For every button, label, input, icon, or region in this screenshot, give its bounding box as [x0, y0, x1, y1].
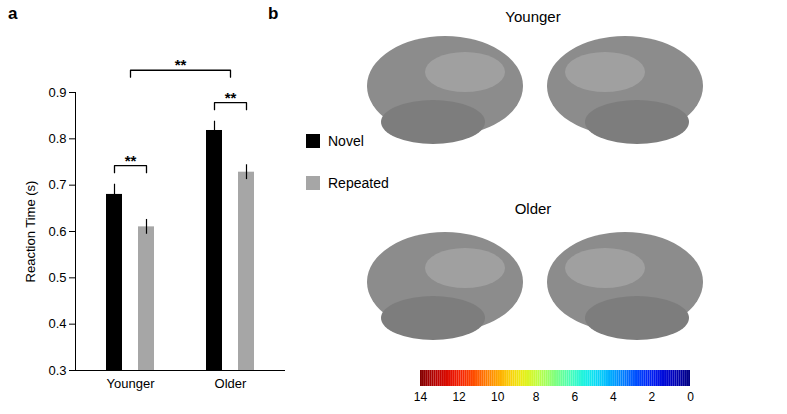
svg-text:0.6: 0.6: [48, 224, 66, 239]
svg-text:0.8: 0.8: [48, 131, 66, 146]
svg-text:Younger: Younger: [505, 8, 560, 25]
svg-text:14: 14: [414, 390, 428, 404]
svg-text:2: 2: [649, 390, 656, 404]
svg-text:Younger: Younger: [107, 376, 156, 391]
svg-text:Older: Older: [515, 200, 552, 217]
svg-text:0.9: 0.9: [48, 85, 66, 100]
svg-text:0.3: 0.3: [48, 363, 66, 378]
svg-text:Older: Older: [215, 376, 247, 391]
svg-text:0: 0: [687, 390, 694, 404]
svg-text:0.7: 0.7: [48, 177, 66, 192]
svg-text:**: **: [225, 89, 237, 106]
svg-text:12: 12: [452, 390, 466, 404]
svg-text:8: 8: [533, 390, 540, 404]
svg-text:0.4: 0.4: [48, 316, 66, 331]
svg-text:Reaction Time (s): Reaction Time (s): [23, 181, 38, 283]
svg-text:4: 4: [610, 390, 617, 404]
html-text:Novel: Novel: [328, 133, 364, 149]
svg-text:**: **: [175, 56, 187, 73]
svg-text:0.5: 0.5: [48, 270, 66, 285]
svg-text:6: 6: [571, 390, 578, 404]
html-text:Repeated: Repeated: [328, 175, 389, 191]
html-text:a: a: [8, 4, 18, 23]
html-text:b: b: [268, 4, 279, 23]
svg-text:**: **: [125, 152, 137, 169]
svg-text:10: 10: [491, 390, 505, 404]
